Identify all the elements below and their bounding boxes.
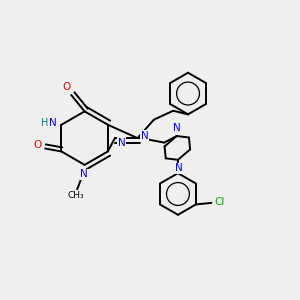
- Text: Cl: Cl: [214, 197, 225, 207]
- Text: N: N: [175, 163, 182, 173]
- Text: N: N: [49, 118, 57, 128]
- Text: N: N: [80, 169, 88, 179]
- Text: N: N: [118, 138, 125, 148]
- Text: N: N: [141, 131, 149, 141]
- Text: O: O: [34, 140, 42, 150]
- Text: O: O: [63, 82, 71, 92]
- Text: H: H: [40, 118, 48, 128]
- Text: N: N: [173, 123, 181, 133]
- Text: CH₃: CH₃: [68, 191, 84, 200]
